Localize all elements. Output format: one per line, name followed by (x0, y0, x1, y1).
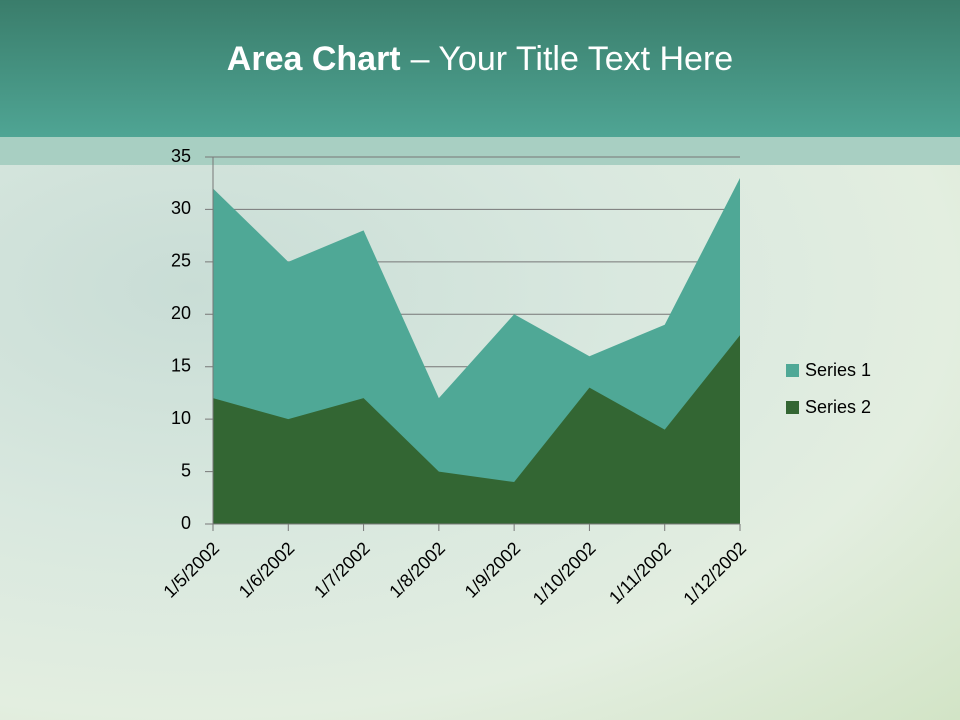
y-tick-label: 10 (171, 408, 191, 428)
x-tick-label: 1/6/2002 (235, 538, 299, 602)
title-bold: Area Chart (226, 40, 401, 78)
x-tick-label: 1/10/2002 (529, 538, 600, 609)
x-tick-label: 1/5/2002 (159, 538, 223, 602)
y-tick-label: 25 (171, 251, 191, 271)
y-tick-label: 0 (181, 513, 191, 533)
legend-swatch (786, 401, 799, 414)
x-tick-label: 1/12/2002 (679, 538, 750, 609)
y-tick-label: 35 (171, 146, 191, 166)
slide-title: Area Chart – Your Title Text Here (0, 40, 960, 79)
y-tick-label: 15 (171, 355, 191, 375)
y-tick-label: 5 (181, 460, 191, 480)
y-tick-label: 20 (171, 303, 191, 323)
legend-swatch (786, 364, 799, 377)
x-tick-label: 1/7/2002 (310, 538, 374, 602)
legend-label: Series 2 (805, 397, 871, 417)
x-tick-label: 1/8/2002 (385, 538, 449, 602)
x-tick-label: 1/11/2002 (605, 538, 675, 608)
header-band (0, 137, 960, 165)
area (213, 335, 740, 524)
title-rest: – Your Title Text Here (410, 40, 734, 78)
x-tick-label: 1/9/2002 (461, 538, 525, 602)
legend-label: Series 1 (805, 360, 871, 380)
header-bar (0, 0, 960, 137)
y-tick-label: 30 (171, 198, 191, 218)
